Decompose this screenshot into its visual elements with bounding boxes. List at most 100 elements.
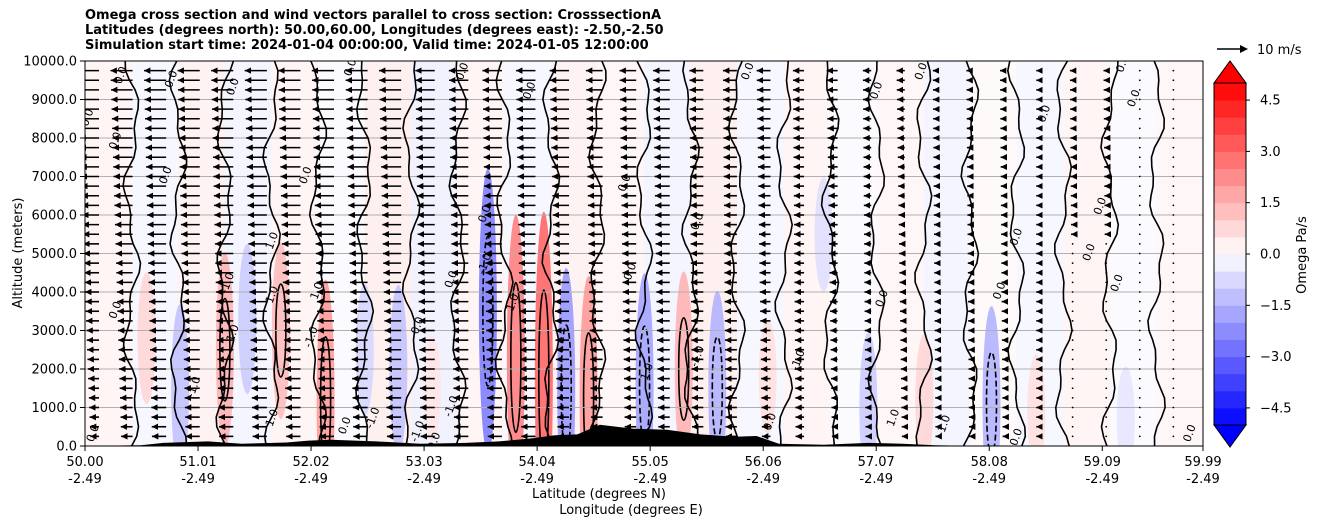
x-tick-label-lat: 55.05 — [632, 455, 669, 470]
wind-vector-dot — [1071, 358, 1074, 361]
wind-vector-dot — [1206, 262, 1208, 264]
x-tick-label-lat: 51.01 — [179, 455, 216, 470]
contour-label: 0.0 — [1007, 226, 1025, 247]
colorbar-segment — [1214, 407, 1246, 426]
zero-contour — [262, 61, 282, 446]
wind-vector-dot — [1206, 310, 1208, 312]
contour-label: 1.0 — [263, 230, 281, 251]
wind-vector-dot — [1206, 397, 1208, 399]
colorbar-tick-label: −4.5 — [1260, 401, 1292, 416]
x-tick-label-lon: -2.49 — [520, 472, 554, 487]
colorbar-tick-label: −3.0 — [1260, 350, 1292, 365]
wind-vector-dot — [1105, 262, 1108, 265]
zero-contour — [634, 61, 654, 446]
wind-vector-dot — [1071, 281, 1074, 284]
omega-anomaly-contour — [638, 325, 651, 444]
wind-vector-dot — [1105, 348, 1108, 351]
wind-vector-dot — [1138, 223, 1141, 226]
wind-vector-dot — [1172, 387, 1175, 390]
contour-label: 0.0 — [1007, 427, 1025, 448]
wind-vector-dot — [1206, 426, 1208, 428]
wind-vector-dot — [1206, 156, 1208, 158]
wind-vector-dot — [1206, 214, 1208, 216]
contour-label: 0.0 — [1181, 423, 1199, 444]
contour-label: 1.0 — [503, 292, 521, 313]
wind-vector-dot — [1172, 98, 1175, 101]
contour-label: 0.0 — [621, 261, 639, 282]
wind-vector-dot — [1071, 271, 1074, 274]
colorbar-segment — [1214, 202, 1246, 221]
wind-vector-dot — [1206, 378, 1208, 380]
wind-vector-dot — [1071, 339, 1074, 342]
wind-vector-dot — [1138, 108, 1141, 111]
zero-contour — [1147, 61, 1166, 446]
wind-vector-dot — [1206, 147, 1208, 149]
contour-label: 0.0 — [157, 165, 175, 186]
zero-contour — [774, 61, 794, 446]
wind-vector-dot — [1206, 166, 1208, 168]
wind-vector-dot — [1138, 358, 1141, 361]
zero-contour — [867, 61, 886, 446]
wind-vector-dot — [1071, 310, 1074, 313]
wind-vector-dot — [1172, 281, 1175, 284]
wind-vector-dot — [1105, 416, 1108, 419]
colorbar-tick-label: 4.5 — [1260, 94, 1281, 109]
x-tick-label-lon: -2.49 — [746, 472, 780, 487]
title-line-2: Latitudes (degrees north): 50.00,60.00, … — [85, 23, 664, 38]
terrain — [85, 424, 1203, 446]
wind-vector-dot — [1206, 79, 1208, 81]
omega-anomaly — [1116, 366, 1135, 446]
colorbar-tick-label: 0.0 — [1260, 248, 1281, 263]
wind-vector-dot — [1138, 185, 1141, 188]
colorbar-segment — [1214, 236, 1246, 255]
wind-vector-dot — [1206, 330, 1208, 332]
wind-vector-dot — [1138, 165, 1141, 168]
contour-label: 1.0 — [638, 361, 656, 382]
wind-vector-dot — [1138, 194, 1141, 197]
wind-vector-dot — [1105, 281, 1108, 284]
x-tick-label-lat: 50.00 — [66, 455, 103, 470]
quiver-key-label: 10 m/s — [1257, 43, 1302, 58]
wind-vector-dot — [1206, 99, 1208, 101]
zero-contour — [1006, 61, 1027, 446]
y-tick-label: 1000.0 — [32, 401, 78, 416]
omega-anomaly — [1027, 354, 1046, 446]
wind-vector-dot — [1172, 194, 1175, 197]
omega-anomaly-contour — [482, 235, 494, 387]
wind-vector-dot — [1138, 300, 1141, 303]
wind-vector-dot — [1105, 435, 1108, 438]
wind-vector-dot — [1172, 117, 1175, 120]
wind-vector-dot — [1206, 137, 1208, 139]
contour-label: 1.0 — [224, 323, 242, 344]
wind-vector-dot — [1138, 406, 1141, 409]
x-tick-label-lat: 59.09 — [1084, 455, 1121, 470]
x-tick-label-lon: -2.49 — [68, 472, 102, 487]
wind-vector-dot — [1172, 425, 1175, 428]
contour-label: 0.0 — [1080, 242, 1098, 263]
wind-vector-dot — [1138, 146, 1141, 149]
x-tick-label-lon: -2.49 — [294, 472, 328, 487]
wind-vector-dot — [1138, 387, 1141, 390]
x-tick-label-lon: -2.49 — [1085, 472, 1119, 487]
wind-vector-dot — [1172, 329, 1175, 332]
wind-vector-dot — [1206, 253, 1208, 255]
colorbar-segment — [1214, 254, 1246, 272]
contour-label: 1.0 — [884, 407, 902, 428]
wind-vector-dot — [1071, 406, 1074, 409]
contour-label: 0.0 — [1108, 273, 1126, 294]
wind-vector-dot — [1206, 435, 1208, 437]
omega-anomaly — [389, 285, 408, 446]
x-tick-label-lat: 58.08 — [971, 455, 1008, 470]
omega-anomaly-contour — [538, 289, 550, 446]
wind-vector-dot — [1206, 368, 1208, 370]
title-line-1: Omega cross section and wind vectors par… — [85, 8, 662, 23]
wind-vector-dot — [1138, 262, 1141, 265]
wind-vector-dot — [1172, 319, 1175, 322]
x-tick-label-lat: 52.02 — [292, 455, 329, 470]
colorbar-segment — [1214, 356, 1246, 375]
wind-vector-dot — [1172, 406, 1175, 409]
wind-vector-dot — [1172, 146, 1175, 149]
y-tick-label: 10000.0 — [23, 55, 77, 70]
wind-vector-dot — [1138, 214, 1141, 216]
